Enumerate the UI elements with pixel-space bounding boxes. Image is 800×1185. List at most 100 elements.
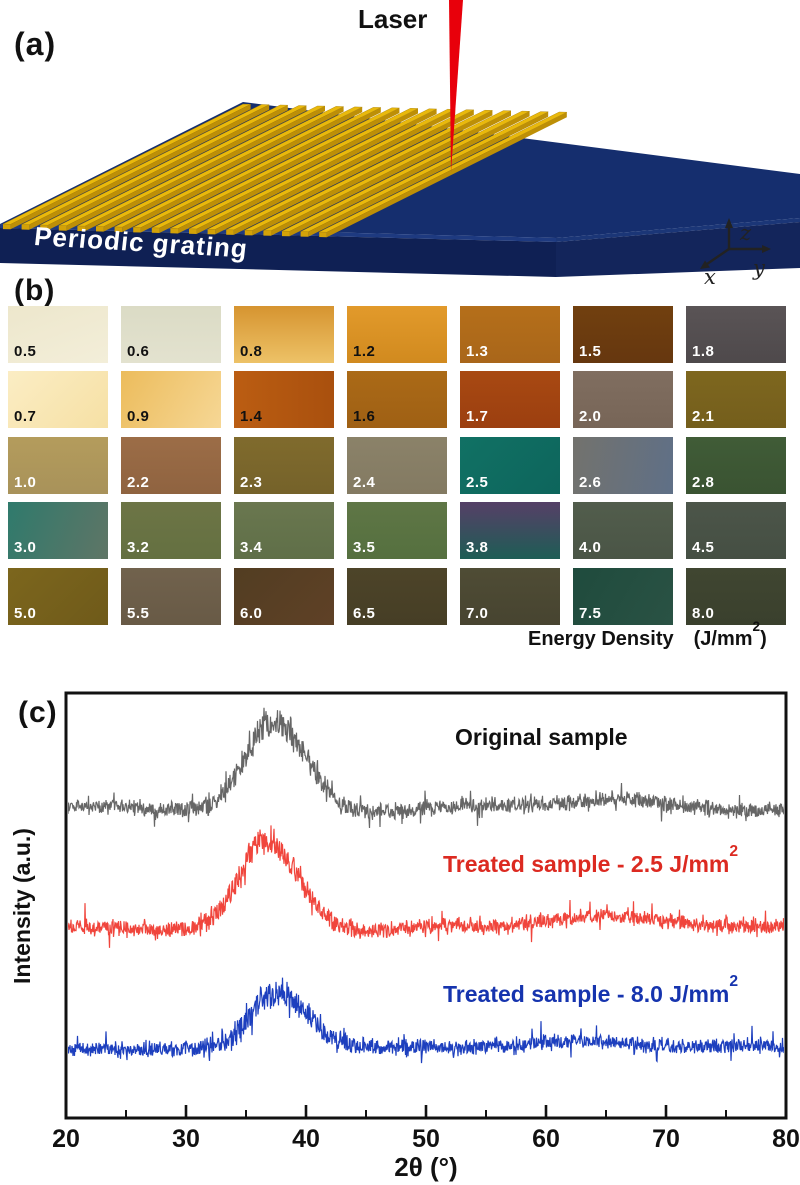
energy-swatch-1.5: 1.5 — [573, 306, 673, 363]
laser-label: Laser — [358, 4, 428, 34]
energy-swatch-4.0: 4.0 — [573, 502, 673, 559]
grating-bar — [252, 110, 493, 236]
swatch-value-label: 2.3 — [240, 474, 263, 491]
grating-bar — [170, 108, 419, 229]
energy-swatch-0.9: 0.9 — [121, 371, 221, 428]
x-tick-label: 30 — [172, 1125, 200, 1153]
energy-swatch-3.5: 3.5 — [347, 502, 447, 559]
grating-bar — [170, 228, 178, 234]
swatch-value-label: 0.7 — [14, 408, 37, 425]
energy-swatch-3.4: 3.4 — [234, 502, 334, 559]
energy-swatch-0.8: 0.8 — [234, 306, 334, 363]
swatch-value-label: 2.1 — [692, 408, 715, 425]
grating-bar — [226, 229, 234, 235]
xrd-traces — [68, 707, 784, 1064]
series-label-treated-2-5: Treated sample - 2.5 J/mm2 — [443, 843, 739, 877]
energy-swatch-2.1: 2.1 — [686, 371, 786, 428]
x-axis-title: 2θ (°) — [394, 1152, 457, 1182]
swatch-value-label: 1.3 — [466, 343, 489, 360]
swatch-value-label: 0.6 — [127, 343, 150, 360]
swatch-value-label: 4.0 — [579, 539, 602, 556]
grating-bar — [188, 108, 437, 230]
grating-bar — [10, 104, 251, 230]
grating-bar — [326, 112, 567, 238]
x-tick-label: 60 — [532, 1125, 560, 1153]
grating-bar — [40, 225, 48, 231]
swatch-value-label: 2.2 — [127, 474, 150, 491]
energy-swatch-2.3: 2.3 — [234, 437, 334, 494]
energy-swatch-3.2: 3.2 — [121, 502, 221, 559]
energy-swatch-5.5: 5.5 — [121, 568, 221, 625]
grating-bar — [122, 107, 363, 233]
grating-bar — [282, 231, 290, 237]
x-tick-label: 20 — [52, 1125, 80, 1153]
panel-c-xrd-chart: 20 30 40 50 60 70 80 2θ (°) Intensity (a.u.) — [9, 691, 800, 1182]
energy-swatch-3.8: 3.8 — [460, 502, 560, 559]
xrd-trace-2 — [68, 977, 784, 1064]
swatch-value-label: 5.0 — [14, 605, 37, 622]
energy-swatch-2.8: 2.8 — [686, 437, 786, 494]
grating-bar — [96, 226, 104, 232]
energy-swatch-1.8: 1.8 — [686, 306, 786, 363]
axis-z-label: z — [739, 221, 752, 245]
energy-swatch-1.4: 1.4 — [234, 371, 334, 428]
xrd-trace-0 — [68, 707, 784, 829]
grating-bar — [319, 111, 567, 233]
grating-bar — [319, 232, 327, 238]
axis-x-label: x — [704, 265, 716, 289]
swatch-value-label: 6.0 — [240, 605, 263, 622]
grating-bar — [29, 104, 270, 230]
swatch-value-label: 3.2 — [127, 539, 150, 556]
grating-bar — [47, 105, 288, 231]
swatch-value-label: 1.4 — [240, 408, 263, 425]
energy-swatch-8.0: 8.0 — [686, 568, 786, 625]
grating-bar — [95, 106, 344, 227]
x-tick-label: 50 — [412, 1125, 440, 1153]
panel-a-schematic: z y x — [0, 0, 800, 289]
swatch-value-label: 4.5 — [692, 539, 715, 556]
energy-swatch-7.5: 7.5 — [573, 568, 673, 625]
energy-swatch-5.0: 5.0 — [8, 568, 108, 625]
series-label-original-sample: Original sample — [455, 724, 628, 750]
grating-bar — [207, 229, 216, 235]
swatch-value-label: 6.5 — [353, 605, 376, 622]
swatch-value-label: 1.2 — [353, 343, 376, 360]
grating-bar — [189, 228, 197, 234]
energy-swatch-7.0: 7.0 — [460, 568, 560, 625]
swatch-value-label: 1.0 — [14, 474, 37, 491]
swatch-value-label: 3.5 — [353, 539, 376, 556]
energy-swatch-2.4: 2.4 — [347, 437, 447, 494]
swatch-value-label: 2.8 — [692, 474, 715, 491]
substrate-side-face — [556, 222, 800, 277]
energy-swatch-2.2: 2.2 — [121, 437, 221, 494]
energy-swatch-3.0: 3.0 — [8, 502, 108, 559]
grating-bar — [3, 224, 11, 230]
x-tick-label: 70 — [652, 1125, 680, 1153]
grating-bar — [77, 105, 326, 227]
swatch-value-label: 0.9 — [127, 408, 150, 425]
grating-bar — [58, 225, 67, 231]
grating-bar — [21, 224, 30, 230]
grating-bar — [2, 103, 251, 225]
energy-swatch-1.3: 1.3 — [460, 306, 560, 363]
x-tick-label: 40 — [292, 1125, 320, 1153]
grating-bar — [178, 108, 418, 234]
grating-bar — [66, 105, 307, 231]
energy-swatch-1.6: 1.6 — [347, 371, 447, 428]
energy-density-unit: (J/mm2) — [693, 619, 767, 650]
energy-swatch-1.7: 1.7 — [460, 371, 560, 428]
x-axis-ticks: 20 30 40 50 60 70 80 — [52, 1105, 800, 1153]
grating-bar — [58, 105, 307, 226]
swatch-value-label: 2.0 — [579, 408, 602, 425]
grating-bar — [133, 227, 141, 233]
axis-y-label: y — [752, 256, 766, 280]
swatch-value-label: 1.5 — [579, 343, 602, 360]
grating-bar — [85, 106, 325, 232]
swatch-value-label: 3.8 — [466, 539, 489, 556]
energy-swatch-0.5: 0.5 — [8, 306, 108, 363]
swatch-value-label: 1.8 — [692, 343, 715, 360]
energy-swatch-1.0: 1.0 — [8, 437, 108, 494]
grating-bar — [308, 111, 549, 237]
laser-beam — [449, 0, 463, 172]
